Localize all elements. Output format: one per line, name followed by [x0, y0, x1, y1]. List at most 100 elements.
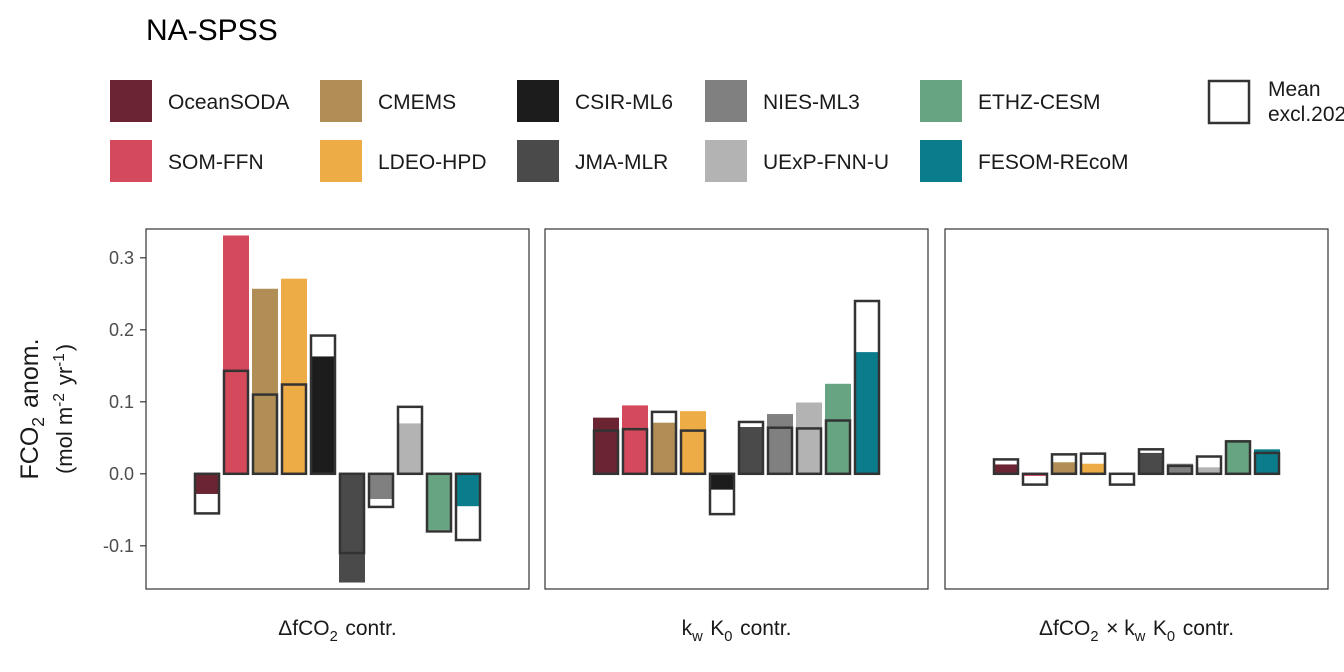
- panel-label: ΔfCO2 × kw K0 contr.: [1039, 617, 1234, 645]
- bar-fesom-recom: [854, 352, 880, 474]
- mean-bar-fesom-recom: [853, 299, 881, 476]
- bar-fesom-recom: [455, 473, 481, 507]
- legend-item-jma-mlr: JMA-MLR: [517, 140, 668, 182]
- legend-label: OceanSODA: [168, 91, 289, 114]
- bar-jma-mlr: [339, 473, 365, 583]
- y-tick-label: 0.3: [109, 248, 134, 268]
- legend-item-fesom-recom: FESOM-REcoM: [920, 140, 1129, 182]
- legend-label: CMEMS: [378, 91, 456, 114]
- mean-bar-som-ffn: [621, 427, 649, 476]
- legend-swatch: [1207, 79, 1251, 125]
- mean-bar-cmems: [1050, 453, 1078, 476]
- mean-bar-cmems: [251, 393, 279, 476]
- legend-item-ethz-cesm: ETHZ-CESM: [920, 80, 1101, 122]
- legend-label: Mean: [1268, 78, 1321, 101]
- bar-cmems: [651, 422, 677, 474]
- bar-oceansoda: [993, 464, 1019, 474]
- legend-label: CSIR-ML6: [575, 91, 673, 114]
- bar-ethz-cesm: [825, 383, 851, 474]
- bar-nies-ml3: [1167, 463, 1193, 474]
- mean-bar-nies-ml3: [766, 426, 794, 476]
- panel-frame: [145, 228, 530, 590]
- legend-swatch: [705, 140, 747, 182]
- bar-som-ffn: [223, 235, 249, 474]
- panel-2: kw K0 contr.: [544, 228, 929, 645]
- bar-uexp-fnn-u: [397, 423, 423, 474]
- mean-bar-cmems: [650, 410, 678, 476]
- chart-title: NA-SPSS: [146, 14, 278, 47]
- bar-ethz-cesm: [1225, 439, 1251, 474]
- mean-bar-ethz-cesm: [824, 419, 852, 476]
- y-axis-title: FCO2 anom.(mol m-2 yr-1 ): [16, 338, 77, 479]
- mean-bar-fesom-recom: [1253, 451, 1281, 476]
- panel-label: ΔfCO2 contr.: [278, 617, 397, 645]
- legend-swatch: [320, 80, 362, 122]
- legend-label: SOM-FFN: [168, 151, 264, 174]
- bar-jma-mlr: [738, 427, 764, 474]
- y-tick-label: 0.1: [109, 392, 134, 412]
- bar-oceansoda: [194, 473, 220, 494]
- legend-item-oceansoda: OceanSODA: [110, 80, 289, 122]
- mean-bar-uexp-fnn-u: [1195, 455, 1223, 476]
- mean-bar-jma-mlr: [1137, 448, 1165, 476]
- bar-csir-ml6: [709, 473, 735, 490]
- legend-item-nies-ml3: NIES-ML3: [705, 80, 860, 122]
- y-axis-title-line2: (mol m-2 yr-1 ): [51, 344, 77, 474]
- legend-swatch: [110, 80, 152, 122]
- mean-bar-csir-ml6: [708, 472, 736, 516]
- bar-uexp-fnn-u: [1196, 467, 1222, 474]
- legend-item-ldeo-hpd: LDEO-HPD: [320, 140, 487, 182]
- bar-nies-ml3: [368, 473, 394, 499]
- legend-swatch: [110, 140, 152, 182]
- bar-ethz-cesm: [426, 473, 452, 530]
- mean-bar-uexp-fnn-u: [396, 405, 424, 476]
- legend-label: LDEO-HPD: [378, 151, 487, 174]
- y-tick-label: 0.0: [109, 464, 134, 484]
- mean-bar-csir-ml6: [1108, 472, 1136, 486]
- bar-jma-mlr: [1138, 452, 1164, 474]
- y-axis-title-line1: FCO2 anom.: [16, 338, 48, 479]
- mean-bar-ldeo-hpd: [1079, 452, 1107, 476]
- legend-label: ETHZ-CESM: [978, 91, 1101, 114]
- y-axis: -0.1 0.0 0.1 0.2 0.3: [103, 248, 146, 556]
- mean-bar-ethz-cesm: [425, 472, 453, 533]
- legend-item-csir-ml6: CSIR-ML6: [517, 80, 673, 122]
- bar-som-ffn: [622, 405, 648, 474]
- mean-bar-oceansoda: [193, 472, 221, 515]
- mean-bar-fesom-recom: [454, 472, 482, 542]
- panel-frame: [944, 228, 1329, 590]
- bar-oceansoda: [593, 417, 619, 474]
- legend-label: FESOM-REcoM: [978, 151, 1129, 174]
- mean-bar-uexp-fnn-u: [795, 427, 823, 476]
- mean-bar-ethz-cesm: [1224, 440, 1252, 476]
- mean-bar-ldeo-hpd: [679, 429, 707, 476]
- legend-swatch: [920, 140, 962, 182]
- legend-item-som-ffn: SOM-FFN: [110, 140, 264, 182]
- bar-csir-ml6: [310, 356, 336, 474]
- bar-nies-ml3: [767, 414, 793, 474]
- panel-3: ΔfCO2 × kw K0 contr.: [944, 228, 1329, 645]
- mean-bar-som-ffn: [1021, 472, 1049, 486]
- legend-label: JMA-MLR: [575, 151, 668, 174]
- bar-ldeo-hpd: [1080, 463, 1106, 474]
- mean-bar-oceansoda: [992, 458, 1020, 476]
- y-tick-label: 0.2: [109, 320, 134, 340]
- legend-swatch: [517, 140, 559, 182]
- panel-1: ΔfCO2 contr.: [145, 228, 530, 645]
- mean-bar-oceansoda: [592, 429, 620, 476]
- legend-label: UExP-FNN-U: [763, 151, 889, 174]
- legend-swatch: [517, 80, 559, 122]
- mean-bar-nies-ml3: [367, 472, 395, 509]
- legend: OceanSODA SOM-FFN CMEMS LDEO-HPD CSIR-ML6 JMA…: [110, 78, 1344, 182]
- legend-item-uexp-fnn-u: UExP-FNN-U: [705, 140, 889, 182]
- legend-item-cmems: CMEMS: [320, 80, 456, 122]
- panel-label: kw K0 contr.: [682, 617, 792, 645]
- mean-bar-ldeo-hpd: [280, 383, 308, 476]
- bar-ldeo-hpd: [680, 411, 706, 474]
- bar-cmems: [1051, 462, 1077, 474]
- mean-bar-jma-mlr: [737, 420, 765, 476]
- y-tick-label: -0.1: [103, 536, 134, 556]
- bar-ldeo-hpd: [281, 278, 307, 474]
